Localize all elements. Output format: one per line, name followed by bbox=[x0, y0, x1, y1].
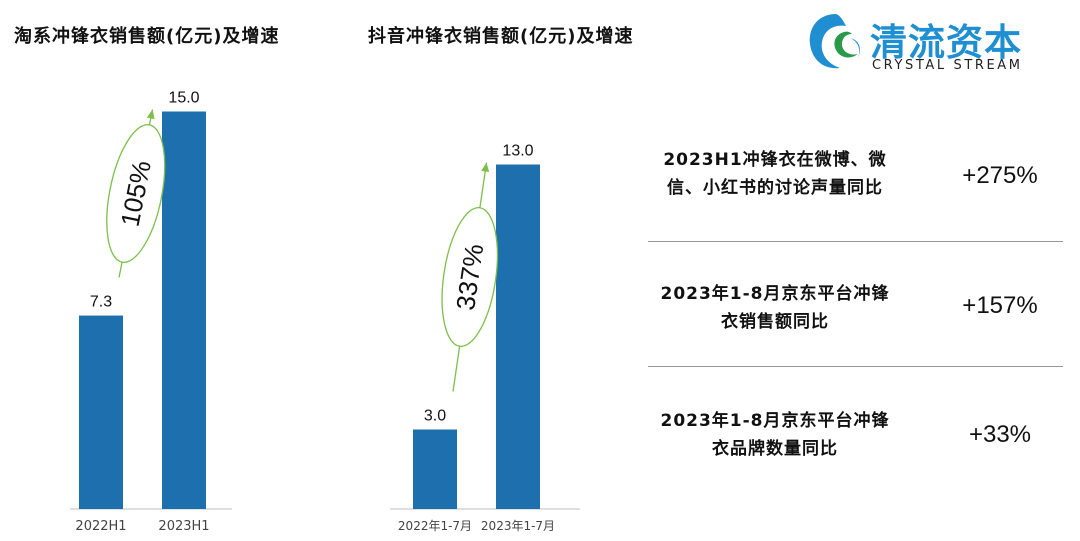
logo-mark-icon bbox=[806, 10, 866, 74]
stat-2-label-line2: 衣销售额同比 bbox=[721, 312, 829, 332]
chart2-category-label-2: 2023年1-7月 bbox=[481, 519, 555, 533]
stat-1-label-line2: 信、小红书的讨论声量同比 bbox=[667, 178, 883, 198]
chart1-bar-1 bbox=[79, 315, 123, 509]
stat-divider-2 bbox=[648, 366, 1063, 367]
stat-3-label: 2023年1-8月京东平台冲锋 衣品牌数量同比 bbox=[640, 407, 910, 463]
chart1-category-label-1: 2022H1 bbox=[75, 519, 126, 534]
chart1-value-label-2: 15.0 bbox=[168, 90, 199, 107]
chart1-growth-arrow-icon bbox=[146, 109, 155, 120]
chart1-category-label-2: 2023H1 bbox=[158, 519, 209, 534]
stat-3-value: +33% bbox=[968, 421, 1032, 448]
chart1-bar-2 bbox=[162, 111, 206, 509]
chart2-growth-arrow-icon bbox=[481, 162, 490, 172]
stat-3-label-line1: 2023年1-8月京东平台冲锋 bbox=[660, 411, 890, 431]
stat-2-label: 2023年1-8月京东平台冲锋 衣销售额同比 bbox=[640, 280, 910, 336]
logo-name-cn: 清流资本 bbox=[870, 21, 1022, 64]
chart2-category-label-1: 2022年1-7月 bbox=[398, 519, 472, 533]
chart2-bar-2 bbox=[496, 164, 540, 509]
chart2-title: 抖音冲锋衣销售额(亿元)及增速 bbox=[368, 26, 634, 47]
stat-2-label-line1: 2023年1-8月京东平台冲锋 bbox=[660, 284, 890, 304]
chart2-bar-1 bbox=[413, 429, 457, 509]
stat-3-label-line2: 衣品牌数量同比 bbox=[712, 439, 838, 459]
chart1-value-label-1: 7.3 bbox=[90, 294, 112, 311]
stat-divider-1 bbox=[648, 241, 1063, 242]
chart2-growth-ellipse bbox=[441, 206, 499, 348]
stat-2-value: +157% bbox=[962, 292, 1038, 319]
logo-name-en: CRYSTAL STREAM bbox=[872, 58, 1023, 73]
chart1-title: 淘系冲锋衣销售额(亿元)及增速 bbox=[14, 26, 280, 47]
chart2-value-label-1: 3.0 bbox=[424, 408, 446, 425]
stat-1-value: +275% bbox=[962, 162, 1038, 189]
chart1-growth-ellipse bbox=[106, 124, 166, 264]
stat-1-label-line1: 2023H1冲锋衣在微博、微 bbox=[663, 150, 887, 170]
chart2-value-label-2: 13.0 bbox=[502, 143, 533, 160]
stat-1-label: 2023H1冲锋衣在微博、微 信、小红书的讨论声量同比 bbox=[640, 146, 910, 202]
